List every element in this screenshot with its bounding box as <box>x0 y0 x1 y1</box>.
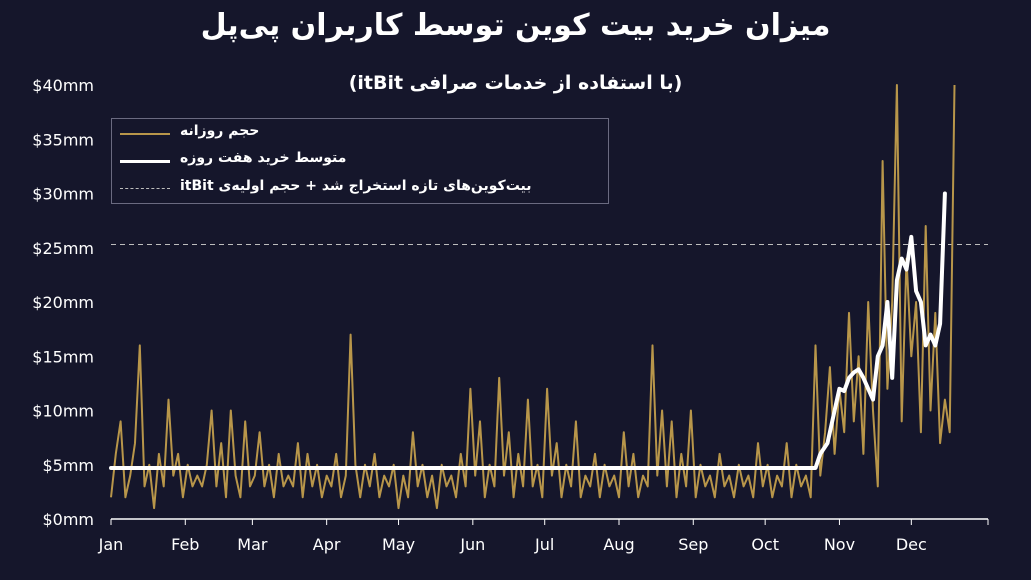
y-tick-label: $0mm <box>42 510 94 529</box>
y-tick-label: $5mm <box>42 456 94 475</box>
x-axis-ticks: Jan Feb Mar Apr May Jun Jul Aug Sep Oct Nov Dec <box>98 535 927 554</box>
x-tick-label: Jun <box>459 535 485 554</box>
x-tick-label: Oct <box>751 535 779 554</box>
y-tick-label: $15mm <box>32 347 94 366</box>
legend-item-daily: حجم روزانه <box>112 121 608 147</box>
x-tick-label: Dec <box>896 535 927 554</box>
legend: حجم روزانه متوسط خرید هفت روزه بیت‌کوین‌… <box>111 118 609 204</box>
y-axis-ticks: $0mm $5mm $10mm $15mm $20mm $25mm $30mm $35mm $4… <box>32 76 94 529</box>
daily-volume-series <box>110 84 956 510</box>
x-tick-marks <box>110 519 989 525</box>
x-tick-label: Apr <box>313 535 341 554</box>
y-tick-label: $25mm <box>32 239 94 258</box>
legend-label-average: متوسط خرید هفت روزه <box>180 150 347 166</box>
x-tick-label: Aug <box>603 535 634 554</box>
chart-title: میزان خرید بیت کوین توسط کاربران پی‌پل <box>200 8 831 43</box>
y-tick-label: $20mm <box>32 293 94 312</box>
legend-label-reference: بیت‌کوین‌های تازه استخراج شد + حجم اولیه… <box>180 178 532 194</box>
y-tick-label: $40mm <box>32 76 94 95</box>
chart-subtitle: (با استفاده از خدمات صرافی itBit) <box>348 72 683 94</box>
y-tick-label: $10mm <box>32 402 94 421</box>
y-tick-label: $35mm <box>32 130 94 149</box>
legend-swatch-average <box>120 160 170 163</box>
x-tick-label: Jan <box>98 535 124 554</box>
legend-swatch-reference <box>120 188 170 189</box>
x-tick-label: Sep <box>678 535 708 554</box>
seven-day-average-series <box>109 191 947 470</box>
x-tick-label: Mar <box>237 535 268 554</box>
legend-item-average: متوسط خرید هفت روزه <box>112 148 608 174</box>
legend-swatch-daily <box>120 133 170 135</box>
x-tick-label: May <box>382 535 415 554</box>
x-tick-label: Jul <box>534 535 554 554</box>
legend-label-daily: حجم روزانه <box>180 123 260 139</box>
y-tick-label: $30mm <box>32 185 94 204</box>
legend-item-reference: بیت‌کوین‌های تازه استخراج شد + حجم اولیه… <box>112 176 608 202</box>
x-tick-label: Feb <box>171 535 199 554</box>
x-tick-label: Nov <box>824 535 855 554</box>
